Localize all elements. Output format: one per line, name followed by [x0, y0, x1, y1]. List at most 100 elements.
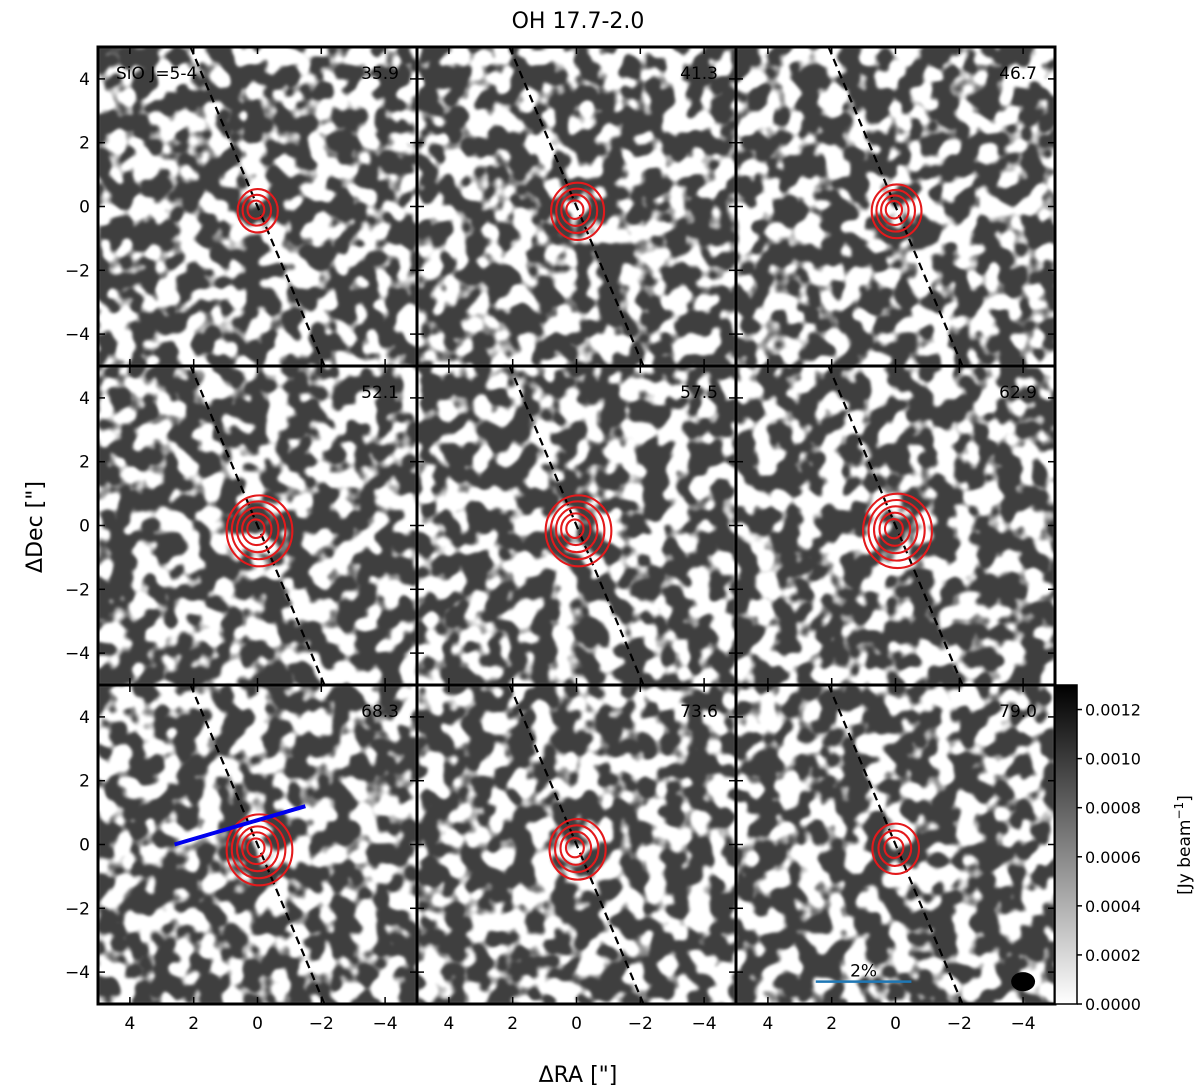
colorbar-tick-label: 0.0002: [1085, 946, 1141, 965]
velocity-label: 35.9: [361, 64, 399, 84]
contour-level-1: [225, 494, 294, 568]
x-tick-label: −4: [1011, 1014, 1036, 1034]
y-tick-label: 4: [79, 389, 90, 409]
colorbar-tick-label: 0.0012: [1085, 701, 1141, 720]
velocity-label: 73.6: [680, 702, 718, 722]
x-tick-label: 4: [443, 1014, 454, 1034]
symmetry-axis-line: [827, 47, 964, 366]
contour-level-4: [564, 836, 585, 859]
contour-level-1: [225, 813, 294, 887]
panel-5: 57.5: [415, 364, 738, 687]
colorbar-tick-label: 0.0006: [1085, 848, 1141, 867]
x-tick-label: 0: [252, 1014, 263, 1034]
contour-level-3: [246, 199, 266, 220]
contour-level-2: [549, 500, 606, 561]
colorbar-gradient: [1054, 684, 1078, 1005]
y-tick-label: 4: [79, 70, 90, 90]
colorbar-label: [Jy beam−1]: [1172, 795, 1195, 895]
velocity-label: 68.3: [361, 702, 399, 722]
x-tick-label: 2: [826, 1014, 837, 1034]
contour-level-1: [550, 181, 606, 241]
y-tick-label: −4: [65, 963, 90, 983]
x-tick-label: 2: [507, 1014, 518, 1034]
contour-level-4: [241, 831, 273, 866]
symmetry-axis-line: [189, 366, 326, 685]
x-tick-label: −4: [692, 1014, 717, 1034]
contour-level-2: [555, 187, 599, 234]
velocity-label: 41.3: [680, 64, 718, 84]
contour-level-1: [236, 188, 279, 234]
contour-level-3: [554, 506, 599, 554]
panel-8: 73.6 4 2 0 −2 −4: [415, 683, 738, 1034]
y-tick-label: 0: [79, 836, 90, 856]
contour-level-1: [862, 492, 934, 570]
panel-grid: 35.9 SiO J=5-4 4 2 0 −2 −4 41.3 46.7 52.1 4 2 0 −2 −4 5…: [65, 45, 1057, 1034]
contour-level-3: [883, 836, 905, 859]
panel-6: 62.9: [734, 364, 1057, 687]
contour-level-1: [548, 817, 607, 881]
scalebar-label: 2%: [850, 962, 877, 982]
symmetry-axis-line: [508, 685, 645, 1004]
velocity-label: 79.0: [999, 702, 1037, 722]
y-tick-label: −4: [65, 644, 90, 664]
x-tick-label: 4: [124, 1014, 135, 1034]
y-tick-label: 2: [79, 453, 90, 473]
contour-level-4: [878, 511, 912, 547]
symmetry-axis-line: [827, 366, 964, 685]
contour-level-2: [867, 498, 926, 562]
x-tick-label: −4: [373, 1014, 398, 1034]
contour-level-3: [560, 193, 592, 227]
x-tick-label: −2: [628, 1014, 653, 1034]
contour-level-2: [230, 500, 287, 561]
colorbar: 0.0012 0.0010 0.0008 0.0006 0.0004 0.0002 0.00…: [1054, 684, 1141, 1014]
contour-level-4: [241, 512, 273, 547]
contour-level-3: [880, 194, 910, 227]
line-label: SiO J=5-4: [116, 64, 197, 84]
panel-3: 46.7: [734, 45, 1057, 368]
x-axis-label: ΔRA ["]: [539, 1063, 618, 1088]
panel-7: 68.3 4 2 0 −2 −4 4 2 0 −2 −4: [65, 683, 419, 1034]
y-tick-label: 0: [79, 198, 90, 218]
colorbar-tick-label: 0.0004: [1085, 897, 1141, 916]
polarization-vector: [173, 804, 306, 847]
x-tick-label: 2: [188, 1014, 199, 1034]
x-tick-label: −2: [947, 1014, 972, 1034]
symmetry-axis-line: [508, 47, 645, 366]
velocity-label: 52.1: [361, 383, 399, 403]
contour-level-3: [559, 830, 593, 866]
figure-title: OH 17.7-2.0: [512, 9, 645, 34]
x-tick-label: 4: [762, 1014, 773, 1034]
x-tick-label: 0: [890, 1014, 901, 1034]
contour-level-4: [565, 199, 585, 220]
panel-2: 41.3: [415, 45, 738, 368]
panel-1: 35.9 SiO J=5-4 4 2 0 −2 −4: [65, 45, 419, 368]
contour-level-2: [877, 829, 913, 867]
y-tick-label: −2: [65, 580, 90, 600]
symmetry-axis-line: [189, 47, 326, 366]
panel-4: 52.1 4 2 0 −2 −4: [65, 364, 419, 687]
contour-level-3: [872, 505, 919, 555]
contour-level-5: [246, 837, 266, 859]
y-tick-label: 2: [79, 134, 90, 154]
contour-level-2: [553, 824, 600, 874]
contour-level-5: [565, 518, 585, 540]
contour-level-3: [235, 825, 280, 873]
colorbar-tick-label: 0.0010: [1085, 750, 1141, 769]
contour-level-4: [884, 199, 904, 220]
contour-level-1: [544, 494, 613, 568]
symmetry-axis-line: [189, 685, 326, 1004]
panel-9: 2% 79.0 4 2 0 −2 −4: [734, 683, 1057, 1034]
colorbar-tick-label: 0.0008: [1085, 799, 1141, 818]
velocity-label: 46.7: [999, 64, 1037, 84]
y-tick-label: −2: [65, 261, 90, 281]
contour-level-1: [870, 183, 923, 240]
y-tick-label: 4: [79, 708, 90, 728]
contour-level-5: [246, 518, 266, 540]
x-tick-label: 0: [571, 1014, 582, 1034]
colorbar-tick-label: 0.0000: [1085, 995, 1141, 1014]
y-axis-label: ΔDec ["]: [23, 481, 48, 573]
contour-level-5: [883, 517, 904, 540]
contour-level-3: [235, 506, 280, 554]
y-tick-label: −2: [65, 899, 90, 919]
